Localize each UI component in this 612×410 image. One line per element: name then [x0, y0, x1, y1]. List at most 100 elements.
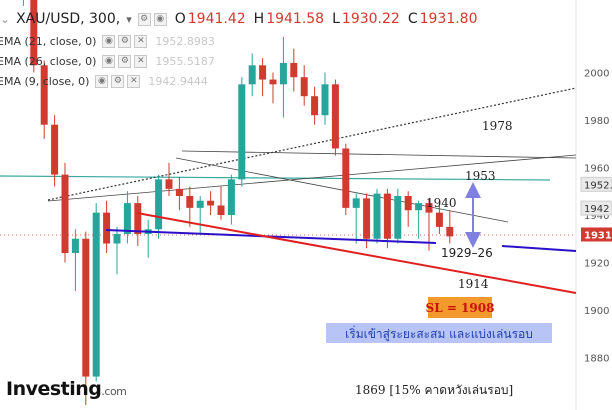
close-label: C [407, 11, 418, 27]
symbol-label[interactable]: XAU/USD, 300, [16, 11, 121, 27]
indicator-value: 1955.5187 [155, 54, 215, 68]
candle[interactable] [415, 200, 423, 239]
indicator-value: 1952.8983 [155, 34, 215, 48]
candle[interactable] [40, 60, 48, 139]
candle-body [40, 65, 48, 125]
candle[interactable] [103, 200, 111, 254]
candle-body [373, 193, 381, 239]
candle-body [321, 84, 329, 116]
candle[interactable] [144, 219, 152, 258]
candle[interactable] [123, 191, 131, 244]
candle[interactable] [82, 231, 90, 406]
candle[interactable] [175, 176, 183, 211]
candle-body [435, 212, 443, 227]
candle-body [248, 65, 256, 85]
candle[interactable] [331, 79, 339, 156]
falling-trend-line [175, 157, 509, 223]
visibility-icon[interactable]: ◉ [153, 12, 167, 26]
candle[interactable] [165, 162, 173, 196]
stop-loss-badge-bg [428, 297, 492, 318]
close-icon[interactable]: ✕ [134, 34, 148, 48]
candle-body [269, 79, 277, 85]
candle[interactable] [92, 203, 100, 382]
candle[interactable] [300, 65, 308, 106]
low-value: 1930.22 [341, 11, 400, 27]
y-tick-label: 1960 [584, 163, 609, 174]
logo-suffix: .com [101, 385, 127, 398]
candle-body [207, 200, 215, 206]
candle[interactable] [352, 193, 360, 244]
open-value: 1941.42 [187, 11, 246, 27]
candle[interactable] [61, 162, 69, 263]
settings-icon[interactable]: ⚙ [111, 74, 125, 88]
settings-icon[interactable]: ⚙ [118, 54, 132, 68]
target-note: 1869 [15% คาดหวังเล่นรอบ] [355, 383, 513, 397]
visibility-icon[interactable]: ◉ [102, 54, 116, 68]
strategy-banner-text: เริ่มเข้าสู่ระยะสะสม และแบ่งเล่นรอบ [345, 325, 533, 342]
candle[interactable] [373, 188, 381, 244]
candle[interactable] [383, 188, 391, 249]
visibility-icon[interactable]: ◉ [95, 74, 109, 88]
candle[interactable] [311, 86, 319, 125]
candle[interactable] [259, 58, 267, 97]
candle[interactable] [435, 200, 443, 235]
chevron-down-icon[interactable]: ▾ [126, 12, 132, 26]
collapse-icon[interactable]: ⌄ [0, 12, 11, 26]
dotted-trend-line [47, 87, 577, 201]
support-line-extension [501, 245, 577, 252]
label-1978: 1978 [482, 119, 513, 133]
y-tick-label: 1900 [584, 306, 609, 317]
candle[interactable] [227, 174, 235, 225]
y-tick-label: 1880 [584, 354, 609, 365]
candle[interactable] [186, 186, 194, 227]
candle[interactable] [363, 193, 371, 249]
candle[interactable] [71, 229, 79, 292]
high-label: H [253, 11, 265, 27]
candle-body [30, 0, 38, 66]
candle[interactable] [342, 143, 350, 215]
candle[interactable] [269, 72, 277, 104]
candle-body [71, 238, 79, 254]
flat-resistance-line [181, 150, 577, 159]
candle-body [123, 203, 131, 235]
close-icon[interactable]: ✕ [134, 54, 148, 68]
candle-body [61, 174, 69, 254]
candle[interactable] [217, 186, 225, 220]
candle-body [331, 84, 339, 149]
low-label: L [332, 11, 340, 27]
indicator-row-ema26[interactable]: EMA (26, close, 0) ◉ ⚙ ✕ 1955.5187 [0, 53, 215, 69]
label-1953: 1953 [465, 169, 496, 183]
candle-body [134, 203, 142, 235]
candle[interactable] [113, 226, 121, 275]
candle-body [165, 179, 173, 189]
candle[interactable] [404, 191, 412, 227]
candle[interactable] [321, 72, 329, 125]
candle[interactable] [238, 77, 246, 187]
candle[interactable] [51, 115, 59, 187]
candle[interactable] [196, 195, 204, 235]
indicator-row-ema21[interactable]: EMA (21, close, 0) ◉ ⚙ ✕ 1952.8983 [0, 33, 215, 49]
high-value: 1941.58 [266, 11, 325, 27]
close-icon[interactable]: ✕ [127, 74, 141, 88]
candle[interactable] [446, 210, 454, 244]
candle-body [415, 203, 423, 211]
price-badge-label: 1952. [584, 180, 612, 191]
candle[interactable] [248, 53, 256, 97]
candle[interactable] [290, 48, 298, 92]
candle[interactable] [155, 174, 163, 239]
candle[interactable] [30, 0, 38, 73]
logo-main: Investing [6, 378, 102, 400]
settings-icon[interactable]: ⚙ [118, 34, 132, 48]
settings-icon[interactable]: ⚙ [137, 12, 151, 26]
candle[interactable] [134, 195, 142, 246]
open-label: O [174, 11, 186, 27]
y-tick-label: 1920 [584, 259, 609, 270]
candle[interactable] [394, 188, 402, 244]
visibility-icon[interactable]: ◉ [102, 34, 116, 48]
candle[interactable] [20, 0, 27, 6]
teal-horizontal-line [0, 175, 551, 181]
candle[interactable] [279, 36, 287, 118]
candle[interactable] [207, 191, 215, 215]
indicator-row-ema9[interactable]: EMA (9, close, 0) ◉ ⚙ ✕ 1942.9444 [0, 73, 208, 89]
